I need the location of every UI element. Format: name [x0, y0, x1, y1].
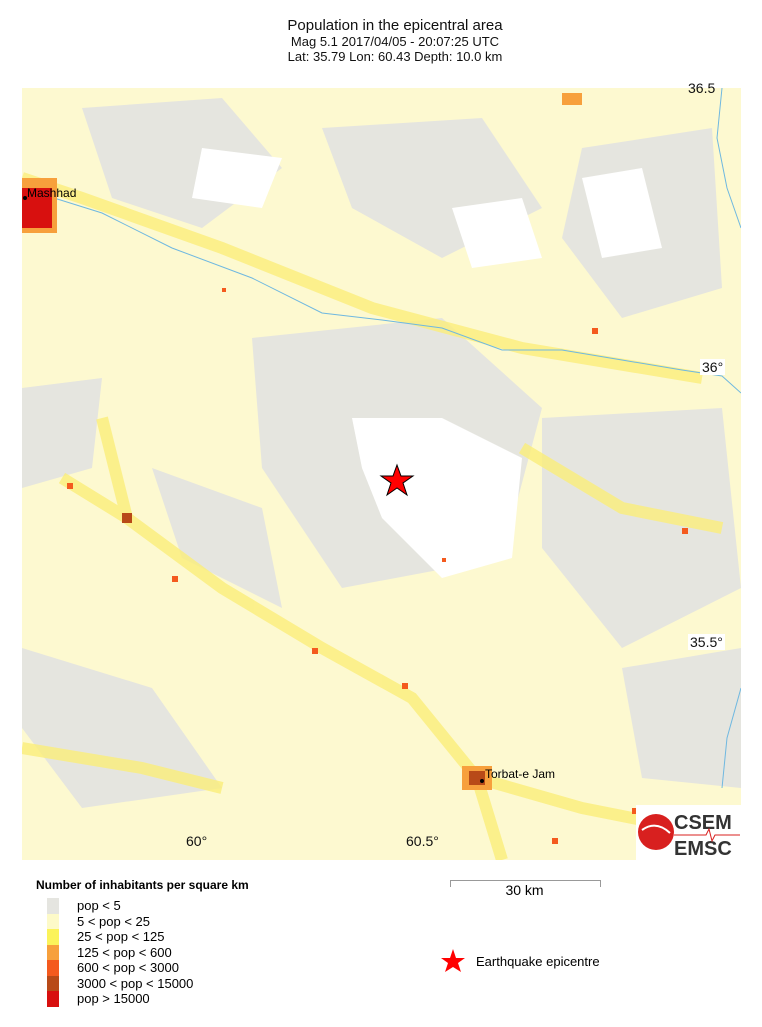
city-label-torbat-e-jam: Torbat-e Jam — [485, 767, 556, 781]
legend-label: 3000 < pop < 15000 — [77, 975, 194, 991]
scale-bar — [450, 880, 601, 887]
legend-swatch — [47, 929, 59, 945]
epicentre-star-icon — [379, 463, 415, 497]
city-label-mashhad: Mashhad — [27, 186, 77, 200]
population-density-map — [22, 88, 741, 860]
uninhabited-areas — [192, 148, 662, 578]
legend-label: pop > 15000 — [77, 991, 150, 1006]
mashhad-urban-area — [22, 178, 57, 233]
scale-label: 30 km — [505, 882, 544, 898]
legend-swatch — [47, 960, 59, 976]
legend-swatch — [47, 991, 59, 1007]
legend-swatch — [47, 913, 59, 930]
torbat-urban-area — [462, 766, 492, 790]
legend-label: 25 < pop < 125 — [77, 929, 165, 944]
event-location: Lat: 35.79 Lon: 60.43 Depth: 10.0 km — [287, 49, 503, 64]
legend-swatch — [47, 944, 59, 961]
csem-emsc-logo: CSEM EMSC — [636, 805, 741, 860]
svg-text:CSEM: CSEM — [674, 812, 732, 834]
lat-tick: 35.5° — [688, 634, 725, 650]
lat-tick: 36° — [700, 359, 726, 375]
legend-label: 125 < pop < 600 — [77, 944, 172, 960]
lon-tick: 60.5° — [406, 833, 439, 849]
legend-swatch — [47, 898, 59, 914]
legend-label: 600 < pop < 3000 — [77, 960, 179, 975]
legend-label: pop < 5 — [77, 898, 121, 913]
legend-label: 5 < pop < 25 — [77, 913, 151, 929]
epicentre-legend-star-icon — [441, 949, 465, 972]
legend-swatch — [47, 975, 59, 992]
populated-cells — [67, 93, 688, 844]
epicentre-legend-label: Earthquake epicentre — [476, 954, 600, 969]
lat-tick: 36.5 — [688, 80, 716, 96]
svg-text:EMSC: EMSC — [674, 838, 732, 860]
event-info: Mag 5.1 2017/04/05 - 20:07:25 UTC — [290, 34, 500, 49]
lon-tick: 60° — [186, 833, 208, 849]
legend-title: Number of inhabitants per square km — [36, 878, 249, 892]
map-title: Population in the epicentral area — [287, 17, 503, 34]
river — [22, 88, 741, 789]
